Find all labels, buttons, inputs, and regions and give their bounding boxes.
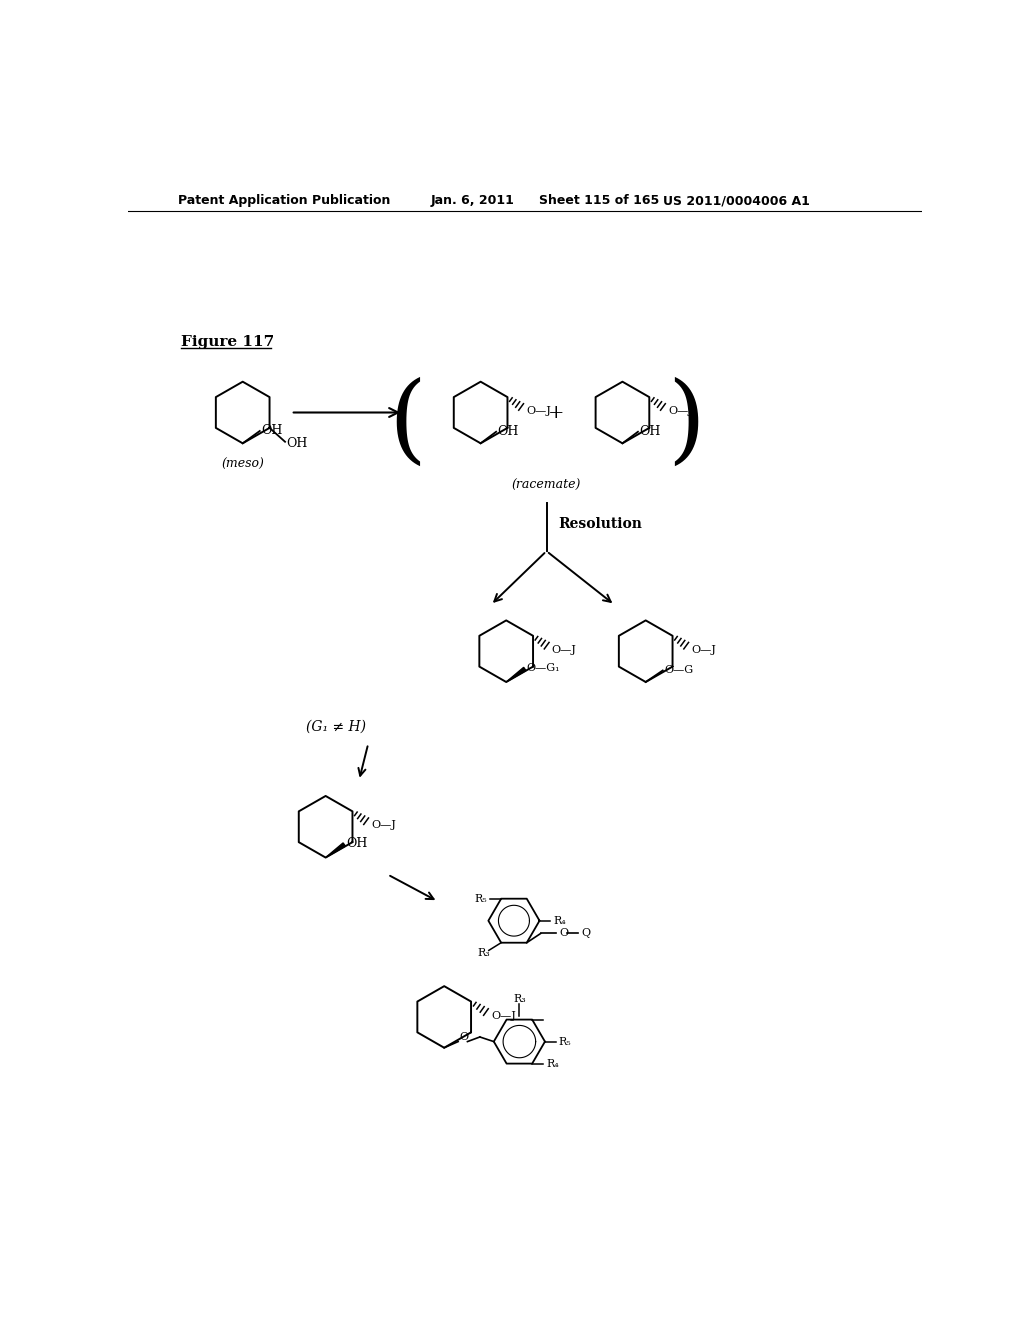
Text: O—J: O—J xyxy=(526,407,551,416)
Text: Sheet 115 of 165: Sheet 115 of 165 xyxy=(539,194,659,207)
Text: US 2011/0004006 A1: US 2011/0004006 A1 xyxy=(663,194,810,207)
Text: O—J: O—J xyxy=(371,820,396,830)
Text: O—G₁: O—G₁ xyxy=(526,663,560,673)
Text: OH: OH xyxy=(261,425,283,437)
Polygon shape xyxy=(326,843,345,858)
Text: Q: Q xyxy=(581,928,590,939)
Text: Resolution: Resolution xyxy=(558,517,642,531)
Text: (: ( xyxy=(388,378,426,471)
Text: (meso): (meso) xyxy=(221,458,264,471)
Text: O—J: O—J xyxy=(691,644,716,655)
Text: ): ) xyxy=(667,378,705,471)
Text: (racemate): (racemate) xyxy=(512,479,582,492)
Text: OH: OH xyxy=(346,837,368,850)
Text: OH: OH xyxy=(498,425,519,438)
Text: OH: OH xyxy=(287,437,308,450)
Text: O: O xyxy=(559,928,568,939)
Text: R₅: R₅ xyxy=(474,894,487,904)
Text: OH: OH xyxy=(640,425,660,438)
Text: R₄: R₄ xyxy=(546,1059,559,1069)
Text: Jan. 6, 2011: Jan. 6, 2011 xyxy=(430,194,514,207)
Text: +: + xyxy=(548,404,565,421)
Polygon shape xyxy=(506,668,526,682)
Text: (G₁ ≠ H): (G₁ ≠ H) xyxy=(306,719,366,734)
Text: R₃: R₃ xyxy=(513,994,525,1005)
Text: O—G: O—G xyxy=(665,665,693,676)
Text: O—J: O—J xyxy=(552,644,577,655)
Text: R₄: R₄ xyxy=(554,916,566,925)
Text: R₅: R₅ xyxy=(559,1036,571,1047)
Text: O—J: O—J xyxy=(492,1011,516,1022)
Text: O: O xyxy=(460,1032,469,1041)
Text: R₃: R₃ xyxy=(478,949,490,958)
Text: O—J: O—J xyxy=(668,407,693,416)
Text: Figure 117: Figure 117 xyxy=(180,335,274,348)
Text: Patent Application Publication: Patent Application Publication xyxy=(178,194,391,207)
